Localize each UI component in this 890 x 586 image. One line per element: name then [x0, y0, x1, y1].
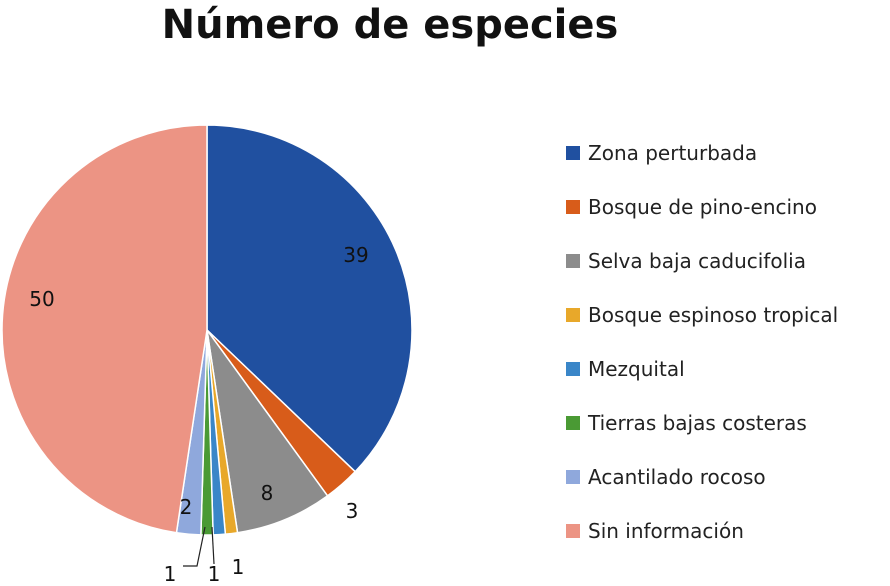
legend-label: Zona perturbada [588, 141, 758, 165]
leader-line-4 [211, 526, 215, 565]
legend-label: Sin información [588, 519, 744, 543]
legend-swatch [566, 362, 580, 376]
legend-item-tierras-bajas: Tierras bajas costeras [566, 396, 838, 450]
chart-title: Número de especies [161, 2, 619, 48]
legend-item-bosque-pino-encino: Bosque de pino-encino [566, 180, 838, 234]
legend-item-acantilado: Acantilado rocoso [566, 450, 838, 504]
legend-swatch [566, 146, 580, 160]
data-label-0: 39 [343, 243, 368, 267]
pie-slice-2 [206, 329, 329, 534]
legend-swatch [566, 200, 580, 214]
legend-label: Tierras bajas costeras [588, 411, 807, 435]
legend-label: Selva baja caducifolia [588, 249, 806, 273]
legend-swatch [566, 254, 580, 268]
legend-swatch [566, 470, 580, 484]
leader-line-5 [183, 526, 206, 567]
legend-item-sin-informacion: Sin información [566, 504, 838, 558]
data-label-5: 1 [164, 562, 177, 586]
data-label-3: 1 [232, 555, 245, 579]
legend-swatch [566, 524, 580, 538]
legend: Zona perturbada Bosque de pino-encino Se… [566, 126, 838, 558]
data-label-2: 8 [261, 481, 274, 505]
legend-label: Bosque de pino-encino [588, 195, 817, 219]
legend-item-bosque-espinoso: Bosque espinoso tropical [566, 288, 838, 342]
legend-label: Acantilado rocoso [588, 465, 766, 489]
legend-item-mezquital: Mezquital [566, 342, 838, 396]
legend-swatch [566, 308, 580, 322]
legend-item-zona-perturbada: Zona perturbada [566, 126, 838, 180]
legend-label: Mezquital [588, 357, 685, 381]
data-label-7: 50 [29, 287, 54, 311]
data-label-4: 1 [208, 562, 221, 586]
data-label-6: 2 [180, 495, 193, 519]
legend-item-selva-baja: Selva baja caducifolia [566, 234, 838, 288]
pie-slice-7 [1, 124, 208, 534]
legend-label: Bosque espinoso tropical [588, 303, 839, 327]
legend-swatch [566, 416, 580, 430]
pie-slice-0 [206, 124, 413, 473]
data-label-1: 3 [346, 499, 359, 523]
